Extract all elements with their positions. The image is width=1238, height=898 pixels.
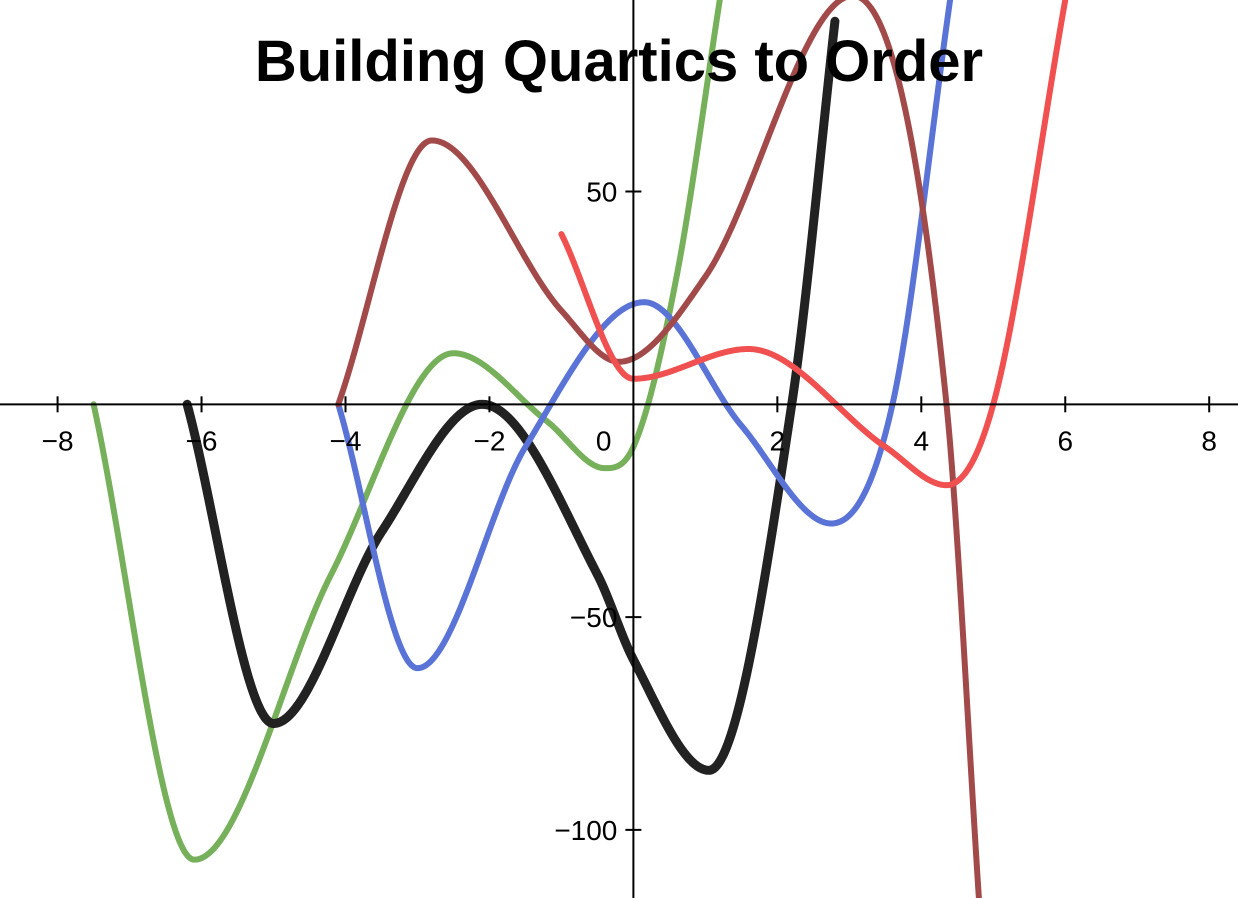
x-tick-label: −8 (42, 425, 74, 456)
ticks-layer: −8 −6 −4 −2 0 2 4 6 8 50 −50 −100 (42, 177, 1217, 846)
x-tick-label: 0 (596, 425, 612, 456)
series-curve-4 (335, 0, 982, 898)
x-tick-label: 6 (1057, 425, 1073, 456)
x-tick-label: −2 (473, 425, 505, 456)
series-curve-3 (335, 0, 954, 672)
series-curve-5 (558, 0, 1069, 489)
x-tick-label: 2 (770, 425, 786, 456)
curves-layer (90, 0, 1069, 898)
x-tick-label: 8 (1201, 425, 1217, 456)
x-tick-label: −4 (330, 425, 362, 456)
x-tick-label: −6 (186, 425, 218, 456)
x-tick-label: 4 (914, 425, 930, 456)
y-tick-label: 50 (586, 177, 617, 208)
y-tick-label: −100 (554, 815, 617, 846)
y-tick-label: −50 (570, 602, 618, 633)
series-curve-2 (182, 16, 840, 775)
